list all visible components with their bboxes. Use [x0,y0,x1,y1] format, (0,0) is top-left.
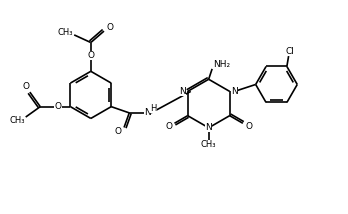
Text: O: O [22,82,29,91]
Text: CH₃: CH₃ [9,116,25,125]
Text: Cl: Cl [285,47,294,56]
Text: O: O [106,23,113,32]
Text: CH₃: CH₃ [58,28,73,37]
Text: N: N [205,123,212,132]
Text: N: N [180,87,186,96]
Text: CH₃: CH₃ [201,140,216,149]
Text: N: N [144,108,151,117]
Text: O: O [165,122,172,131]
Text: O: O [55,102,62,111]
Text: O: O [114,127,122,136]
Text: O: O [245,122,252,131]
Text: N: N [231,87,238,96]
Text: NH₂: NH₂ [213,60,230,69]
Text: H: H [150,104,157,113]
Text: O: O [87,51,94,60]
